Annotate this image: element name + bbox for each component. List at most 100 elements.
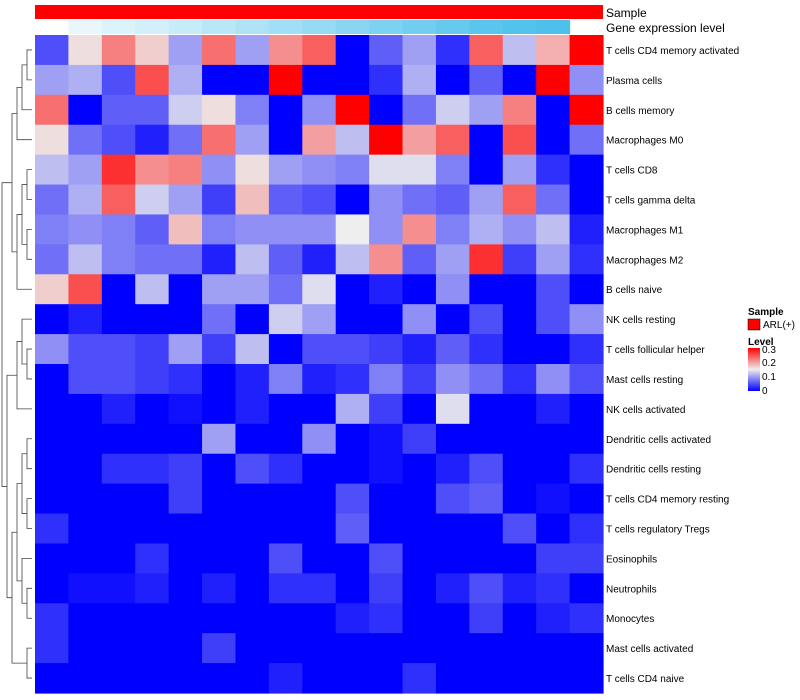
heatmap-cell — [235, 124, 270, 156]
heatmap-cell — [435, 304, 470, 335]
heatmap-cell — [68, 663, 103, 694]
heatmap-cell — [502, 94, 537, 126]
heatmap-cell — [569, 573, 604, 604]
legend-level-title: Level — [748, 337, 774, 348]
heatmap-cell — [335, 543, 370, 574]
legend-level-tick: 0.2 — [762, 358, 776, 369]
sample-annotation-track — [35, 5, 603, 19]
expression-track-cell — [469, 20, 504, 34]
dendrogram-branch — [26, 348, 32, 380]
heatmap-cell — [101, 513, 136, 545]
heatmap-cell — [369, 334, 404, 365]
heatmap-cell — [335, 364, 370, 395]
heatmap-cell — [335, 35, 370, 66]
heatmap-cell — [202, 603, 237, 634]
heatmap-cell — [268, 94, 303, 126]
dendrogram-branch — [1, 182, 12, 487]
heatmap-cell — [502, 35, 537, 66]
heatmap-cell — [268, 124, 303, 156]
heatmap-cell — [101, 35, 136, 66]
heatmap-cell — [402, 334, 437, 365]
heatmap-cell — [369, 603, 404, 634]
dendrogram-branch — [16, 483, 22, 582]
heatmap-cell — [235, 35, 270, 66]
heatmap-cell — [435, 513, 470, 545]
heatmap-cell — [402, 513, 437, 545]
heatmap-cell — [35, 124, 70, 156]
heatmap-cell — [435, 334, 470, 365]
heatmap-cell — [35, 274, 70, 305]
heatmap-cell — [335, 513, 370, 545]
heatmap-cell — [268, 64, 303, 96]
heatmap-cell — [68, 633, 103, 664]
row-label: Eosinophils — [606, 554, 657, 565]
heatmap-cell — [369, 124, 404, 156]
heatmap-cell — [101, 124, 136, 156]
heatmap-cell — [402, 304, 437, 335]
heatmap-cell — [101, 334, 136, 365]
row-label: Dendritic cells activated — [606, 435, 711, 446]
heatmap-cell — [235, 573, 270, 604]
expression-track-cell — [135, 20, 170, 34]
row-label: T cells gamma delta — [606, 196, 696, 207]
heatmap-cell — [202, 274, 237, 305]
heatmap-cell — [369, 364, 404, 395]
heatmap-cell — [369, 274, 404, 305]
heatmap-cell — [502, 244, 537, 275]
heatmap-cell — [435, 244, 470, 275]
heatmap-cell — [402, 633, 437, 664]
heatmap-cell — [569, 184, 604, 216]
heatmap-cell — [235, 334, 270, 365]
heatmap-cell — [235, 304, 270, 335]
legend-level-tick: 0.3 — [762, 345, 776, 356]
heatmap-cell — [135, 513, 170, 545]
heatmap-cell — [101, 274, 136, 305]
heatmap-cell — [335, 573, 370, 604]
heatmap-cell — [335, 304, 370, 335]
heatmap-cell — [536, 633, 571, 664]
heatmap-cell — [35, 663, 70, 694]
heatmap-cell — [35, 94, 70, 126]
heatmap-cell — [302, 94, 337, 126]
dendrogram-branch — [26, 169, 32, 200]
heatmap-cell — [35, 603, 70, 634]
heatmap-cell — [469, 35, 504, 66]
row-label: B cells naive — [606, 285, 663, 296]
heatmap-cell — [35, 64, 70, 96]
heatmap-cell — [68, 364, 103, 395]
heatmap-cell — [168, 633, 203, 664]
heatmap-cell — [101, 244, 136, 275]
heatmap-cell — [369, 154, 404, 186]
heatmap-cell — [101, 184, 136, 216]
heatmap-cell — [135, 633, 170, 664]
heatmap-cell — [435, 423, 470, 455]
heatmap-cell — [469, 423, 504, 455]
heatmap-cell — [302, 513, 337, 545]
heatmap-cell — [168, 35, 203, 66]
heatmap-cell — [335, 483, 370, 515]
heatmap-cell — [135, 423, 170, 455]
heatmap-cell — [502, 154, 537, 186]
heatmap-cell — [135, 184, 170, 216]
heatmap-cell — [369, 453, 404, 485]
heatmap-cell — [469, 184, 504, 216]
dendrogram-branch — [21, 453, 27, 514]
row-label: T cells CD8 — [606, 166, 658, 177]
heatmap-cell — [402, 543, 437, 574]
heatmap-cell — [202, 35, 237, 66]
heatmap-cell — [35, 423, 70, 455]
heatmap-cell — [402, 663, 437, 694]
heatmap-cell — [135, 124, 170, 156]
heatmap-cell — [435, 184, 470, 216]
heatmap-cell — [369, 663, 404, 694]
heatmap-cell — [168, 64, 203, 96]
row-label: T cells regulatory Tregs — [606, 525, 710, 536]
heatmap-cell — [402, 124, 437, 156]
heatmap-cell — [502, 214, 537, 245]
heatmap-cell — [335, 244, 370, 275]
heatmap-cell — [435, 393, 470, 425]
heatmap-cell — [569, 214, 604, 245]
heatmap-cell — [335, 663, 370, 694]
heatmap-cell — [502, 274, 537, 305]
row-label: Plasma cells — [606, 76, 662, 87]
